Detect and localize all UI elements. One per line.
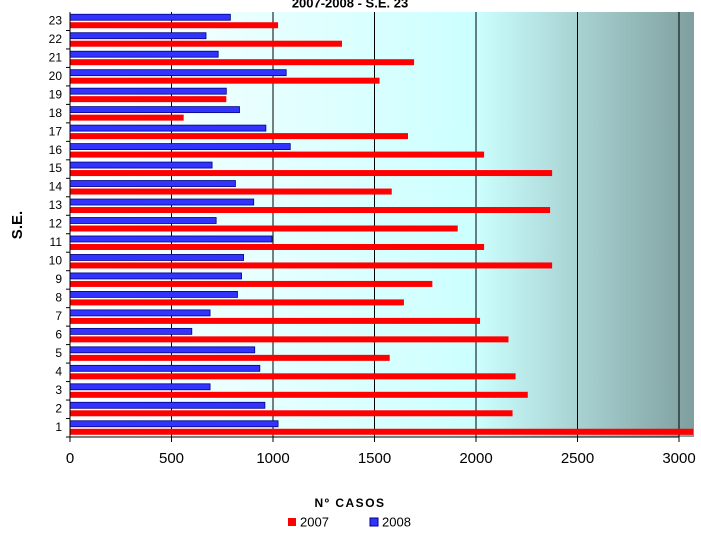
bar bbox=[69, 180, 236, 187]
y-tick-label: 8 bbox=[55, 291, 62, 305]
legend-swatch bbox=[288, 518, 296, 526]
y-tick-label: 17 bbox=[49, 124, 63, 138]
bar bbox=[69, 346, 256, 354]
y-tick-label: 1 bbox=[55, 420, 62, 434]
y-tick-label: 19 bbox=[49, 87, 63, 101]
bar bbox=[69, 235, 273, 243]
x-axis-title: Nº CASOS bbox=[314, 496, 385, 510]
bar bbox=[70, 225, 458, 232]
y-tick-label: 18 bbox=[49, 106, 63, 120]
bar bbox=[70, 59, 415, 66]
bar bbox=[70, 151, 485, 158]
bar bbox=[70, 22, 279, 29]
chart-title: 2007-2008 - S.E. 23 bbox=[292, 0, 408, 10]
x-tick-label: 2000 bbox=[459, 450, 492, 467]
bar bbox=[69, 364, 261, 372]
bar bbox=[70, 317, 481, 324]
y-tick-label: 16 bbox=[49, 143, 63, 157]
bar bbox=[70, 410, 513, 417]
y-tick-label: 6 bbox=[55, 328, 62, 342]
bar bbox=[70, 96, 227, 103]
bar bbox=[70, 391, 528, 398]
x-tick-label: 0 bbox=[66, 450, 74, 467]
bar bbox=[69, 401, 266, 409]
legend-swatch bbox=[369, 517, 379, 527]
y-tick-label: 21 bbox=[49, 50, 63, 64]
x-tick-label: 500 bbox=[159, 450, 184, 467]
y-tick-label: 9 bbox=[55, 272, 62, 286]
y-tick-label: 7 bbox=[55, 309, 62, 323]
bar bbox=[69, 32, 207, 40]
bar bbox=[69, 420, 279, 428]
bar bbox=[70, 170, 553, 177]
bar bbox=[70, 243, 485, 250]
x-tick-label: 1000 bbox=[256, 450, 289, 467]
y-tick-label: 14 bbox=[49, 180, 63, 194]
y-tick-label: 20 bbox=[49, 69, 63, 83]
y-tick-label: 13 bbox=[49, 198, 63, 212]
bar bbox=[69, 161, 213, 169]
y-tick-label: 15 bbox=[49, 161, 63, 175]
bar bbox=[70, 77, 380, 84]
bar bbox=[69, 309, 211, 317]
bar bbox=[70, 188, 392, 195]
x-tick-label: 1500 bbox=[358, 450, 391, 467]
bar bbox=[70, 373, 516, 380]
bar bbox=[70, 280, 433, 287]
y-tick-label: 23 bbox=[49, 13, 63, 27]
y-tick-label: 5 bbox=[55, 346, 62, 360]
bar bbox=[69, 327, 193, 335]
bar bbox=[70, 40, 343, 47]
y-tick-label: 11 bbox=[50, 235, 63, 249]
bar bbox=[70, 133, 408, 140]
bar bbox=[69, 272, 242, 280]
bar bbox=[69, 291, 238, 298]
bar bbox=[70, 428, 694, 435]
x-tick-label: 2500 bbox=[561, 450, 594, 467]
y-tick-label: 2 bbox=[55, 401, 62, 415]
bar bbox=[69, 87, 227, 95]
bar bbox=[70, 336, 509, 343]
bar bbox=[69, 143, 291, 150]
y-tick-label: 3 bbox=[55, 383, 62, 397]
bar bbox=[69, 198, 255, 206]
y-tick-label: 4 bbox=[55, 364, 62, 378]
bar bbox=[70, 207, 551, 214]
bar bbox=[69, 124, 267, 132]
legend-label: 2008 bbox=[382, 514, 411, 529]
bar bbox=[70, 354, 390, 361]
y-tick-label: 12 bbox=[49, 217, 63, 231]
bar bbox=[69, 106, 240, 114]
bar bbox=[70, 114, 184, 121]
bar bbox=[70, 299, 404, 306]
bar bbox=[69, 254, 244, 261]
x-tick-label: 3000 bbox=[662, 450, 695, 467]
y-tick-label: 10 bbox=[49, 254, 63, 268]
bar bbox=[69, 383, 211, 391]
y-tick-label: 22 bbox=[49, 32, 63, 46]
bar bbox=[69, 50, 219, 58]
bar bbox=[69, 13, 231, 21]
bar bbox=[69, 69, 287, 77]
y-axis-title: S.E. bbox=[9, 211, 26, 239]
bar bbox=[70, 262, 553, 269]
legend-label: 2007 bbox=[300, 514, 329, 529]
bar bbox=[69, 217, 217, 224]
